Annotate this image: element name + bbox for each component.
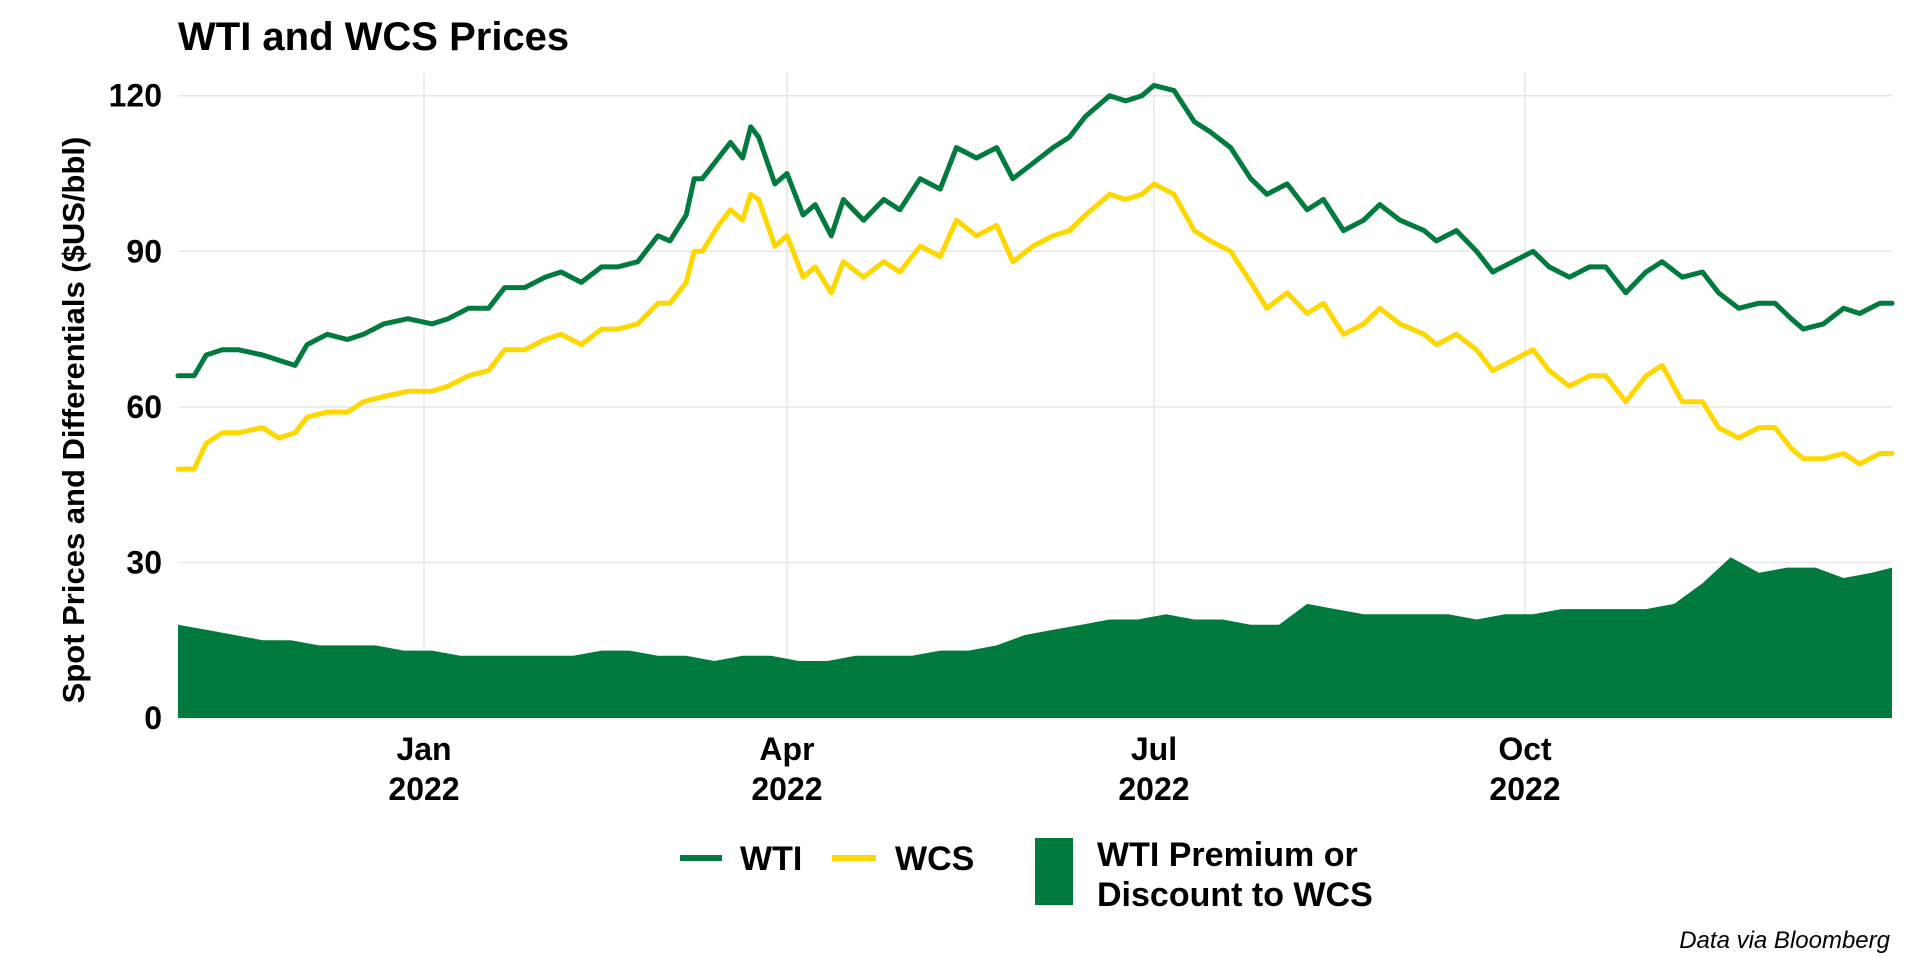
legend-differential-label-line2: Discount to WCS	[1097, 876, 1373, 914]
x-tick-label-year: 2022	[388, 771, 459, 807]
x-tick-label-month: Jul	[1131, 731, 1177, 767]
y-tick-label: 90	[126, 233, 162, 269]
line-layer	[175, 82, 1895, 472]
series-differential-area	[178, 557, 1892, 718]
x-tick-label-year: 2022	[751, 771, 822, 807]
x-tick-label-month: Jan	[396, 731, 451, 767]
series-wcs-line	[175, 181, 1895, 472]
x-tick-label-month: Apr	[759, 731, 814, 767]
y-tick-label: 30	[126, 544, 162, 580]
legend-wcs-label: WCS	[895, 840, 974, 878]
y-axis-label: Spot Prices and Differentials ($US/bbl)	[56, 137, 91, 704]
chart-title: WTI and WCS Prices	[178, 15, 569, 59]
x-axis-ticks: Jan 2022 Apr 2022 Jul 2022 Oct 2022	[388, 731, 1560, 807]
x-tick-label-month: Oct	[1498, 731, 1552, 767]
legend-differential-label-line1: WTI Premium or	[1097, 836, 1358, 874]
series-wti-line	[175, 82, 1895, 379]
legend: WTI WCS WTI Premium or Discount to WCS	[680, 836, 1373, 914]
area-layer	[178, 557, 1892, 718]
y-tick-label: 60	[126, 389, 162, 425]
y-tick-label: 0	[144, 700, 162, 736]
legend-differential-swatch	[1035, 838, 1073, 905]
y-tick-label: 120	[109, 78, 162, 114]
x-tick-label-year: 2022	[1118, 771, 1189, 807]
y-axis-ticks: 0 30 60 90 120	[109, 78, 162, 736]
legend-wti-label: WTI	[740, 840, 802, 878]
x-tick-label-year: 2022	[1489, 771, 1560, 807]
chart-caption: Data via Bloomberg	[1679, 927, 1890, 954]
